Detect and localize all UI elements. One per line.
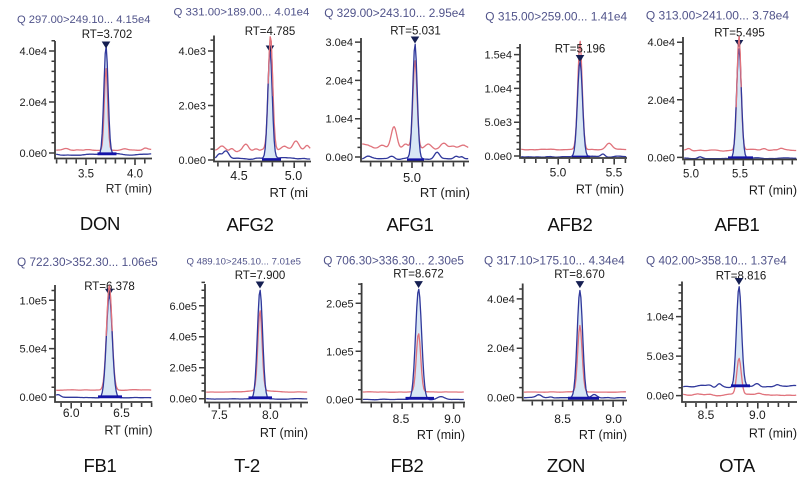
svg-text:5.0: 5.0 — [683, 169, 699, 181]
svg-text:Q 297.00>249.10... 4.15e4: Q 297.00>249.10... 4.15e4 — [17, 14, 150, 26]
svg-text:1.0e4: 1.0e4 — [325, 114, 353, 126]
svg-text:4.0e4: 4.0e4 — [19, 46, 47, 58]
svg-text:RT (min): RT (min) — [106, 182, 152, 196]
svg-text:8.0: 8.0 — [262, 408, 279, 422]
svg-text:RT=3.702: RT=3.702 — [82, 29, 133, 41]
svg-text:6.0e5: 6.0e5 — [169, 301, 197, 313]
svg-text:RT=8.670: RT=8.670 — [554, 269, 605, 281]
svg-text:AFG1: AFG1 — [386, 214, 433, 235]
svg-text:2.0e4: 2.0e4 — [19, 97, 47, 109]
svg-text:Q 489.10>245.10... 7.01e5: Q 489.10>245.10... 7.01e5 — [187, 257, 301, 268]
svg-text:0.0e0: 0.0e0 — [169, 394, 197, 406]
svg-text:1.0e4: 1.0e4 — [646, 312, 674, 324]
svg-text:0.0e0: 0.0e0 — [19, 392, 47, 404]
svg-text:RT=5.196: RT=5.196 — [555, 44, 606, 56]
svg-text:2.0e4: 2.0e4 — [487, 343, 515, 355]
svg-text:5.0: 5.0 — [285, 169, 302, 183]
svg-text:3.0e4: 3.0e4 — [325, 37, 353, 49]
svg-text:T-2: T-2 — [234, 455, 260, 476]
svg-text:4.0e4: 4.0e4 — [487, 294, 515, 306]
svg-text:2.0e3: 2.0e3 — [178, 101, 206, 113]
svg-text:0.0e0: 0.0e0 — [325, 152, 353, 164]
svg-text:Q 329.00>243.10... 2.95e4: Q 329.00>243.10... 2.95e4 — [324, 6, 465, 20]
svg-text:RT (min): RT (min) — [417, 428, 465, 442]
svg-text:5.0e3: 5.0e3 — [484, 117, 512, 129]
svg-text:FB2: FB2 — [390, 455, 423, 476]
svg-text:1.0e5: 1.0e5 — [326, 346, 354, 358]
svg-text:AFB2: AFB2 — [547, 214, 592, 235]
svg-text:4.0e3: 4.0e3 — [178, 46, 206, 58]
svg-text:8.5: 8.5 — [554, 412, 571, 426]
svg-text:2.0e5: 2.0e5 — [326, 298, 354, 310]
svg-text:RT (min): RT (min) — [576, 183, 624, 197]
svg-text:1.0e4: 1.0e4 — [484, 83, 512, 95]
svg-text:0.0e0: 0.0e0 — [647, 152, 675, 164]
svg-text:0.0e0: 0.0e0 — [178, 155, 206, 167]
svg-text:9.0: 9.0 — [605, 412, 622, 426]
svg-text:Q 706.30>336.30... 2.30e5: Q 706.30>336.30... 2.30e5 — [323, 254, 464, 268]
svg-text:5.0: 5.0 — [403, 170, 421, 185]
svg-text:8.5: 8.5 — [393, 412, 410, 426]
svg-text:FB1: FB1 — [83, 455, 116, 476]
svg-text:Q 315.00>259.00... 1.41e4: Q 315.00>259.00... 1.41e4 — [485, 10, 627, 24]
svg-text:AFB1: AFB1 — [714, 214, 759, 235]
svg-text:RT (min): RT (min) — [420, 185, 470, 200]
svg-text:RT=5.031: RT=5.031 — [390, 26, 441, 38]
svg-text:Q 331.00>189.00... 4.01e4: Q 331.00>189.00... 4.01e4 — [174, 7, 310, 19]
svg-text:RT=4.785: RT=4.785 — [245, 26, 296, 38]
svg-text:RT=8.816: RT=8.816 — [716, 271, 767, 283]
svg-text:3.5: 3.5 — [78, 169, 94, 181]
svg-text:9.0: 9.0 — [444, 412, 461, 426]
svg-text:RT=8.672: RT=8.672 — [393, 269, 444, 281]
svg-text:5.5: 5.5 — [606, 166, 623, 180]
svg-text:0.0e0: 0.0e0 — [484, 151, 512, 163]
svg-text:4.5: 4.5 — [230, 169, 247, 183]
svg-text:Q 722.30>352.30... 1.06e5: Q 722.30>352.30... 1.06e5 — [17, 255, 158, 269]
svg-text:DON: DON — [80, 213, 120, 234]
svg-text:6.0: 6.0 — [63, 406, 80, 420]
svg-text:0.0e0: 0.0e0 — [326, 394, 354, 406]
svg-text:9.0: 9.0 — [749, 408, 766, 422]
svg-text:0.0e0: 0.0e0 — [19, 148, 47, 160]
svg-text:RT=5.495: RT=5.495 — [714, 28, 765, 40]
svg-text:RT (mi: RT (mi — [269, 185, 308, 200]
svg-text:2.0e5: 2.0e5 — [169, 363, 197, 375]
svg-text:4.0e4: 4.0e4 — [647, 37, 675, 49]
svg-text:2.0e4: 2.0e4 — [647, 95, 675, 107]
svg-text:5.0e4: 5.0e4 — [19, 344, 47, 356]
svg-text:6.5: 6.5 — [113, 406, 130, 420]
svg-text:RT (min): RT (min) — [104, 424, 152, 438]
svg-text:2.0e4: 2.0e4 — [325, 75, 353, 87]
svg-text:OTA: OTA — [719, 455, 756, 476]
svg-text:0.0e0: 0.0e0 — [487, 393, 515, 405]
svg-text:8.5: 8.5 — [698, 408, 715, 422]
svg-text:1.5e4: 1.5e4 — [484, 50, 512, 62]
svg-text:Q 317.10>175.10... 4.34e4: Q 317.10>175.10... 4.34e4 — [484, 254, 625, 268]
svg-text:RT=7.900: RT=7.900 — [235, 270, 286, 282]
svg-text:5.5: 5.5 — [732, 169, 748, 181]
svg-text:AFG2: AFG2 — [226, 214, 273, 235]
svg-text:7.5: 7.5 — [211, 408, 228, 422]
svg-text:4.0e5: 4.0e5 — [169, 332, 197, 344]
svg-text:ZON: ZON — [547, 455, 585, 476]
svg-text:RT (min): RT (min) — [579, 428, 627, 442]
svg-text:RT (min): RT (min) — [749, 427, 797, 441]
svg-text:5.0: 5.0 — [550, 166, 567, 180]
svg-text:RT (min): RT (min) — [260, 426, 308, 440]
svg-text:RT (min): RT (min) — [749, 184, 797, 198]
svg-text:0.0e0: 0.0e0 — [646, 391, 674, 403]
svg-text:5.0e3: 5.0e3 — [646, 351, 674, 363]
svg-text:Q 402.00>358.10... 1.37e4: Q 402.00>358.10... 1.37e4 — [646, 254, 787, 268]
svg-text:1.0e5: 1.0e5 — [19, 295, 47, 307]
svg-text:4.0: 4.0 — [127, 169, 143, 181]
svg-text:Q 313.00>241.00... 3.78e4: Q 313.00>241.00... 3.78e4 — [646, 9, 789, 23]
